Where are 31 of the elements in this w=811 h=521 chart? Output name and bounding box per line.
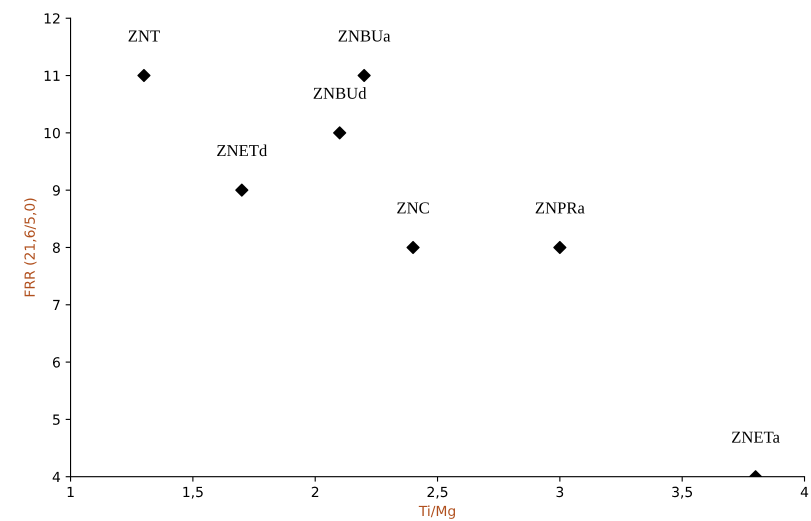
x-tick-label: 3,5 [672, 486, 692, 499]
x-tick-label: 1 [68, 486, 74, 497]
annotation: ZNC [397, 202, 429, 214]
point [333, 126, 346, 140]
x-tick-label: 4 [800, 486, 808, 497]
y-tick-label: 7 [53, 300, 60, 310]
x-axis-title: Ti/Mg [418, 505, 455, 519]
y-tick-label: 8 [52, 242, 60, 253]
y-tick-label: 9 [52, 185, 60, 196]
y-tick-label: 12 [44, 13, 60, 24]
annotation: ZNETd [217, 144, 268, 156]
x-tick-label: 3 [556, 486, 564, 498]
annotation: ZNPRa [536, 202, 585, 214]
x-tick-label: 2 [312, 486, 318, 497]
annotation: ZNT [128, 30, 160, 42]
x-tick-label: 2,5 [428, 486, 448, 499]
y-tick-label: 11 [44, 70, 60, 81]
point [553, 240, 566, 254]
x-tick-label: 1,5 [183, 486, 203, 499]
y-tick-label: 10 [44, 128, 60, 138]
point [137, 68, 151, 82]
y-tick-label: 6 [52, 357, 60, 368]
point [235, 184, 248, 197]
annotation: ZNBUa [338, 30, 390, 42]
y-tick-label: 5 [53, 414, 60, 425]
point [406, 240, 420, 254]
annotation: ZNBUd [314, 87, 366, 99]
annotation: ZNETa [732, 432, 780, 443]
y-tick-label: 4 [52, 472, 60, 482]
point [358, 68, 371, 82]
y-axis-title: FRR (21,6/5,0) [24, 198, 37, 296]
